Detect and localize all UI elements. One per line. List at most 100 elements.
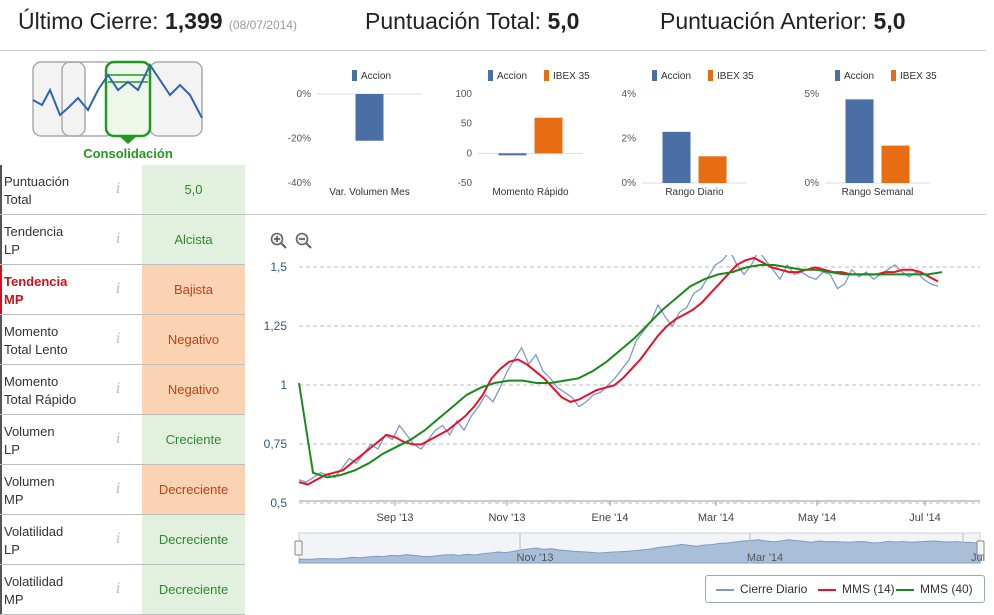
bar[interactable] (662, 131, 691, 183)
row-marker (0, 265, 2, 314)
indicator-value: Decreciente (142, 565, 245, 614)
legend-swatch (544, 70, 549, 81)
header: Último Cierre: 1,399 (08/07/2014) Puntua… (0, 0, 994, 50)
bar[interactable] (845, 99, 874, 183)
indicator-row: Volumen MP i Decreciente (0, 465, 245, 515)
info-icon[interactable]: i (116, 481, 121, 497)
price-chart[interactable]: 1,5 1,25 1 0,75 0,5 Sep '13 Nov '13 Ene '14 Mar … (255, 255, 990, 570)
indicator-label: Tendencia MP (4, 274, 68, 307)
indicator-value: Creciente (142, 415, 245, 464)
navigator-handle-right[interactable] (976, 540, 985, 556)
last-close-value: 1,399 (164, 8, 223, 34)
indicator-value: Decreciente (142, 465, 245, 514)
last-close-label: Último Cierre: (18, 8, 159, 34)
chart-title: Rango Diario (665, 187, 724, 198)
tick-label: -50 (458, 178, 473, 189)
info-icon[interactable]: i (116, 181, 121, 197)
legend-label: IBEX 35 (900, 71, 937, 82)
row-marker (0, 515, 2, 564)
legend-swatch (896, 588, 914, 591)
indicator-label: Momento Total Lento (4, 324, 68, 357)
chart-title: Var. Volumen Mes (329, 187, 409, 198)
indicator-label: Volumen MP (4, 474, 55, 507)
legend-swatch (818, 588, 836, 591)
legend-swatch (488, 70, 493, 81)
info-icon[interactable]: i (116, 281, 121, 297)
bar[interactable] (355, 94, 384, 141)
y-tick-label: 1,25 (264, 319, 288, 333)
legend-item-mms40[interactable]: MMS (40) (896, 582, 973, 596)
tick-label: 50 (461, 119, 473, 130)
indicator-table: Puntuación Total i 5,0 Tendencia LP i Alcista Te… (0, 165, 245, 615)
info-icon[interactable]: i (116, 381, 121, 397)
indicator-label: Puntuación Total (4, 174, 70, 207)
legend-item-close[interactable]: Cierre Diario (716, 582, 807, 596)
indicator-label: Volatilidad MP (4, 574, 64, 607)
info-icon[interactable]: i (116, 331, 121, 347)
bar[interactable] (498, 153, 527, 156)
legend-label: IBEX 35 (717, 71, 754, 82)
indicator-value: 5,0 (142, 165, 245, 214)
indicator-row: Tendencia MP i Bajista (0, 265, 245, 315)
previous-score: Puntuación Anterior: 5,0 (660, 8, 906, 35)
legend-swatch (716, 588, 734, 591)
bar[interactable] (534, 117, 563, 154)
indicator-label: Volatilidad LP (4, 524, 64, 557)
x-tick-label: May '14 (798, 512, 836, 524)
tick-label: 0% (805, 178, 820, 189)
total-score: Puntuación Total: 5,0 (365, 8, 579, 35)
row-marker (0, 465, 2, 514)
daily-range-chart: Accion IBEX 35 4% 2% 0% Rango Diario (622, 70, 754, 198)
legend-label: Accion (497, 71, 527, 82)
legend-swatch (652, 70, 657, 81)
info-icon[interactable]: i (116, 431, 121, 447)
x-tick-label: Mar '14 (698, 512, 734, 524)
tick-label: 0 (466, 148, 472, 159)
header-divider (0, 50, 986, 51)
row-marker (0, 215, 2, 264)
series-line[interactable] (298, 264, 943, 479)
navigator-area (298, 539, 981, 564)
indicator-value: Alcista (142, 215, 245, 264)
chart-legend: Cierre Diario MMS (14) MMS (40) (705, 575, 985, 603)
last-close: Último Cierre: 1,399 (08/07/2014) (18, 8, 297, 35)
indicator-value: Bajista (142, 265, 245, 314)
tick-label: 5% (805, 89, 820, 100)
tick-label: -40% (288, 178, 311, 189)
info-icon[interactable]: i (116, 231, 121, 247)
legend-swatch (352, 70, 357, 81)
bar[interactable] (881, 145, 910, 183)
bar[interactable] (698, 156, 727, 183)
navigator-label: Nov '13 (517, 552, 554, 564)
tick-label: 2% (622, 134, 637, 145)
row-marker (0, 415, 2, 464)
indicator-row: Volumen LP i Creciente (0, 415, 245, 465)
total-score-label: Puntuación Total: (365, 8, 542, 34)
y-tick-label: 0,5 (270, 496, 287, 510)
indicator-label: Volumen LP (4, 424, 55, 457)
legend-item-mms14[interactable]: MMS (14) (818, 582, 895, 596)
indicator-value: Negativo (142, 315, 245, 364)
info-icon[interactable]: i (116, 581, 121, 597)
pattern-label: Consolidación (83, 146, 173, 161)
series-line[interactable] (298, 256, 939, 486)
tick-label: 0% (622, 178, 637, 189)
series-line[interactable] (298, 255, 939, 483)
indicator-row: Volatilidad MP i Decreciente (0, 565, 245, 615)
legend-label: IBEX 35 (553, 71, 590, 82)
indicator-label: Tendencia LP (4, 224, 64, 257)
tick-label: 4% (622, 89, 637, 100)
navigator-handle-left[interactable] (294, 540, 303, 556)
chart-title: Rango Semanal (842, 187, 914, 198)
zoom-in-icon[interactable] (270, 232, 288, 250)
chart-title: Momento Rápido (492, 187, 569, 198)
info-icon[interactable]: i (116, 531, 121, 547)
zoom-out-icon[interactable] (295, 232, 313, 250)
row-marker (0, 565, 2, 614)
total-score-value: 5,0 (547, 8, 580, 34)
x-tick-label: Jul '14 (909, 512, 940, 524)
y-tick-label: 1 (280, 378, 287, 392)
legend-label: Accion (844, 71, 874, 82)
tick-label: -20% (288, 134, 311, 145)
consolidation-pattern-icon (32, 60, 203, 144)
